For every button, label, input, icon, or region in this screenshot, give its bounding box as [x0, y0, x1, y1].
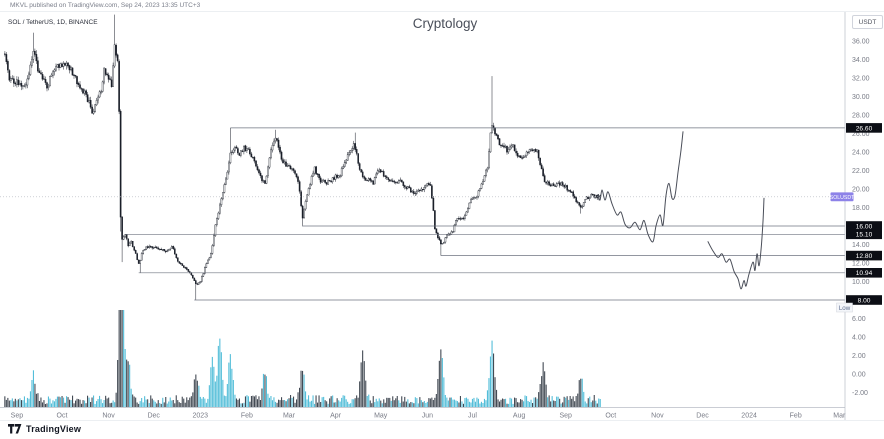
time-tick: Nov — [102, 413, 115, 420]
price-level-badge: 16.00 — [846, 221, 882, 231]
svg-text:12.80: 12.80 — [856, 253, 873, 260]
price-level-badge: 26.60 — [846, 123, 882, 133]
price-tick: 34.00 — [852, 57, 870, 64]
publish-bar-divider — [0, 11, 884, 12]
price-level-badge: 12.80 — [846, 250, 882, 261]
candles — [4, 14, 602, 300]
support-resistance-lines[interactable] — [125, 127, 845, 301]
symbol-legend[interactable]: SOL / TetherUS, 1D, BINANCE — [8, 19, 98, 26]
price-tick: 20.00 — [852, 186, 870, 193]
price-tick: 18.00 — [852, 205, 870, 212]
price-level-badge: 8.00 — [846, 295, 882, 305]
low-line-badge: Low — [836, 302, 853, 313]
price-tick: 6.00 — [852, 316, 866, 323]
price-tick: 28.00 — [852, 112, 870, 119]
price-tick: 10.00 — [852, 279, 870, 286]
time-tick: Mar — [283, 413, 296, 420]
svg-text:SOLUSDT: SOLUSDT — [830, 195, 855, 201]
price-tick: 26.00 — [852, 131, 870, 138]
time-tick: Jul — [468, 413, 477, 420]
symbol-price-badge: SOLUSDT — [830, 192, 855, 202]
time-tick: Sep — [11, 413, 24, 420]
price-tick: 30.00 — [852, 94, 870, 101]
bearish-then-recovery-path — [707, 197, 765, 290]
price-tick: 2.00 — [852, 353, 866, 360]
svg-text:16.00: 16.00 — [856, 223, 873, 230]
volume-bars — [4, 310, 601, 407]
time-tick: Oct — [605, 413, 616, 420]
time-tick: Apr — [330, 413, 342, 420]
price-tick: 22.00 — [852, 168, 870, 175]
bullish-recovery-path — [597, 131, 684, 243]
time-tick: May — [374, 413, 388, 420]
svg-text:Low: Low — [839, 305, 851, 312]
time-tick: Dec — [147, 413, 160, 420]
time-tick: 2024 — [741, 413, 757, 420]
currency-toggle-button[interactable]: USDT — [852, 15, 883, 29]
tradingview-logo-text: TradingView — [26, 424, 82, 434]
svg-text:10.94: 10.94 — [856, 270, 873, 277]
price-tick: 24.00 — [852, 149, 870, 156]
time-tick: Jun — [422, 413, 433, 420]
time-tick: Nov — [651, 413, 664, 420]
publish-info-bar: MKVL published on TradingView.com, Sep 2… — [10, 2, 201, 9]
price-tick: 12.00 — [852, 260, 870, 267]
svg-text:26.60: 26.60 — [856, 125, 873, 132]
price-level-badge: 10.94 — [846, 268, 882, 278]
price-tick: -2.00 — [852, 390, 868, 397]
time-tick: Dec — [696, 413, 709, 420]
tradingview-logo[interactable]: TradingView — [8, 424, 81, 434]
price-tick: 14.00 — [852, 242, 870, 249]
price-tick: 0.00 — [852, 371, 866, 378]
time-tick: 2023 — [193, 413, 209, 420]
time-tick: Feb — [790, 413, 802, 420]
footer-divider — [0, 420, 884, 421]
price-axis[interactable]: 36.00 34.00 32.00 30.00 28.00 26.00 24.00 22.00… — [830, 38, 882, 397]
svg-text:15.10: 15.10 — [856, 232, 873, 239]
price-tick: 4.00 — [852, 334, 866, 341]
price-tick: 36.00 — [852, 38, 870, 45]
time-tick: Aug — [513, 413, 526, 420]
time-tick: Mar — [833, 413, 846, 420]
price-tick: 32.00 — [852, 75, 870, 82]
time-tick: Sep — [559, 413, 572, 420]
time-tick: Oct — [57, 413, 68, 420]
tradingview-logo-icon — [8, 424, 22, 434]
price-level-badge: 15.10 — [846, 229, 882, 240]
projection-paths[interactable] — [597, 131, 765, 290]
chart-title: Cryptology — [412, 16, 478, 31]
svg-text:8.00: 8.00 — [858, 297, 871, 304]
time-axis[interactable]: Sep Oct Nov Dec 2023 Feb Mar Apr May Jun Jul Aug Sep… — [11, 413, 846, 420]
time-tick: Feb — [241, 413, 253, 420]
